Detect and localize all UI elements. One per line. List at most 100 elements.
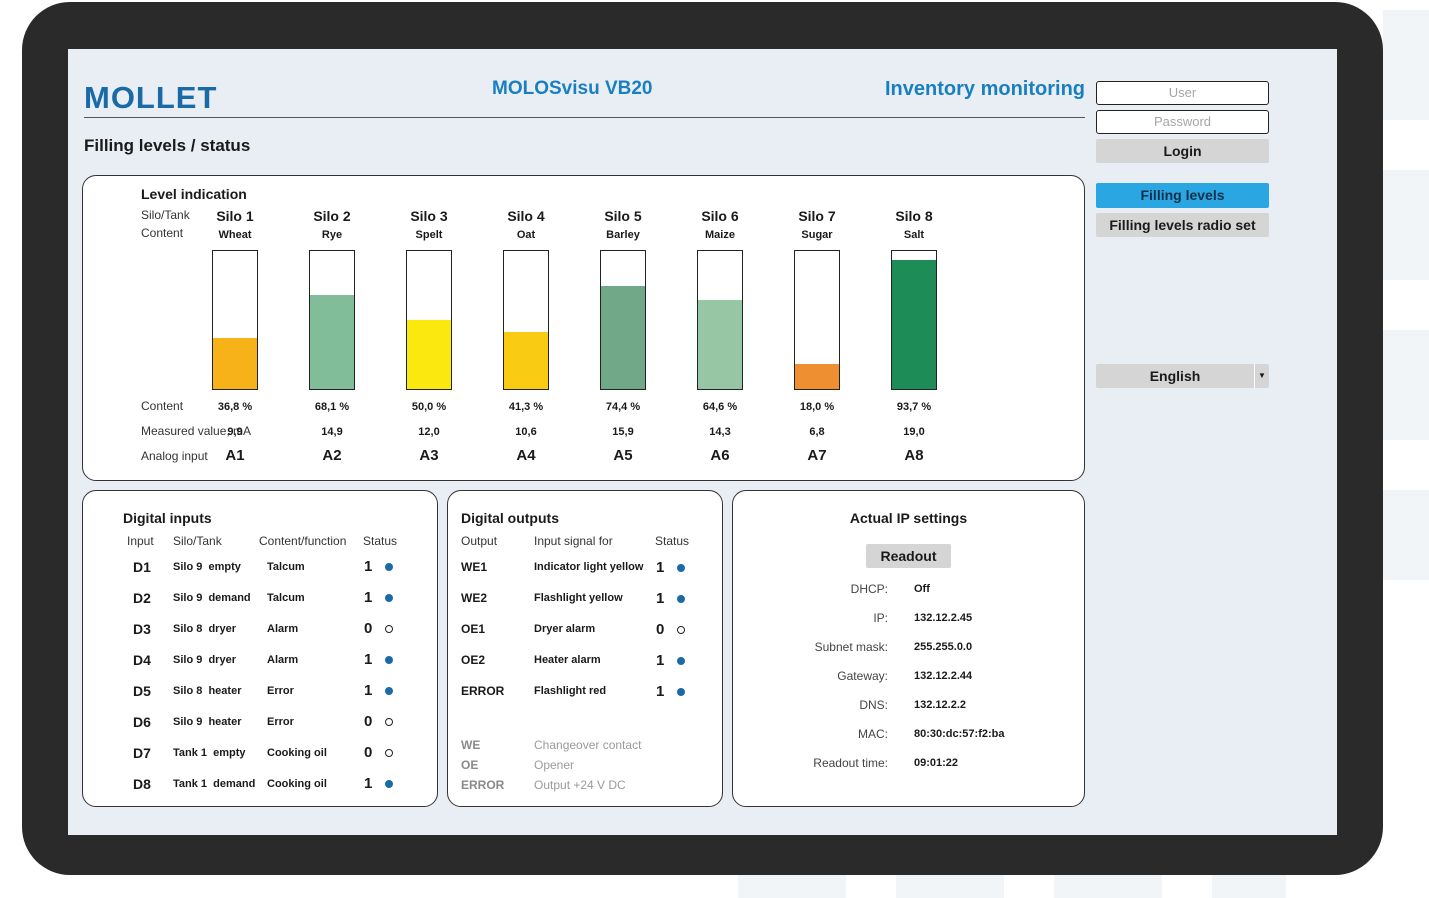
- legend-code: OE: [461, 758, 479, 772]
- di-function: Error: [267, 716, 294, 728]
- silo-content-percent: 18,0 %: [799, 401, 835, 413]
- legend-code: ERROR: [461, 778, 505, 792]
- ip-setting-value: Off: [914, 583, 930, 595]
- do-code: OE1: [461, 622, 486, 636]
- silo-tank-gauge: [309, 250, 355, 390]
- status-dot-icon: [677, 595, 685, 603]
- di-function: Error: [267, 685, 294, 697]
- silo-fill-level: [213, 338, 257, 389]
- status-dot-icon: [385, 749, 393, 757]
- di-code: D3: [133, 621, 151, 637]
- login-button[interactable]: Login: [1096, 139, 1269, 163]
- di-status-value: 1: [364, 589, 373, 606]
- di-code: D8: [133, 776, 151, 792]
- silo-content-percent: 36,8 %: [217, 401, 253, 413]
- silo-content-name: Wheat: [218, 229, 252, 241]
- header-divider: [84, 117, 1085, 118]
- di-status-value: 0: [364, 713, 373, 730]
- password-input[interactable]: Password: [1096, 110, 1269, 134]
- ip-setting-label: IP:: [873, 611, 888, 625]
- silo-analog-input: A5: [613, 447, 633, 464]
- do-code: WE1: [461, 560, 488, 574]
- silo-measured-value: 14,3: [709, 426, 731, 438]
- status-dot-icon: [385, 687, 393, 695]
- silo-name: Silo 3: [410, 208, 448, 224]
- di-function: Talcum: [267, 592, 305, 604]
- ip-setting-value: 80:30:dc:57:f2:ba: [914, 728, 1005, 740]
- di-function: Cooking oil: [267, 747, 327, 759]
- readout-button[interactable]: Readout: [866, 544, 951, 568]
- silo-name: Silo 7: [798, 208, 836, 224]
- di-status-value: 0: [364, 744, 373, 761]
- chevron-down-icon[interactable]: ▼: [1254, 364, 1269, 388]
- status-dot-icon: [385, 656, 393, 664]
- do-signal: Heater alarm: [534, 654, 601, 666]
- silo-content-name: Spelt: [415, 229, 443, 241]
- do-signal: Indicator light yellow: [534, 561, 644, 573]
- silo-name: Silo 6: [701, 208, 739, 224]
- silo-analog-input: A6: [710, 447, 730, 464]
- silo-name: Silo 1: [216, 208, 254, 224]
- level-panel-title: Level indication: [141, 186, 247, 202]
- di-silo: Tank 1 empty: [173, 747, 246, 759]
- do-status-value: 1: [656, 652, 665, 669]
- di-code: D5: [133, 683, 151, 699]
- ip-setting-label: MAC:: [858, 727, 888, 741]
- silo-name: Silo 4: [507, 208, 545, 224]
- language-select[interactable]: English ▼: [1096, 364, 1269, 388]
- di-function: Alarm: [267, 623, 299, 635]
- di-silo: Silo 8 dryer: [173, 623, 236, 635]
- silo-content-percent: 64,6 %: [702, 401, 738, 413]
- do-signal: Flashlight red: [534, 685, 607, 697]
- ip-setting-value: 255.255.0.0: [914, 641, 973, 653]
- di-silo: Silo 9 demand: [173, 592, 251, 604]
- silo-content-name: Sugar: [801, 229, 833, 241]
- filling-levels-button[interactable]: Filling levels: [1096, 183, 1269, 208]
- status-dot-icon: [385, 780, 393, 788]
- mollet-logo: MOLLET: [84, 80, 218, 115]
- status-dot-icon: [385, 594, 393, 602]
- di-status-value: 1: [364, 651, 373, 668]
- do-status-value: 0: [656, 621, 665, 638]
- silo-fill-level: [310, 295, 354, 389]
- silo-content-name: Rye: [321, 229, 343, 241]
- silo-name: Silo 5: [604, 208, 642, 224]
- ip-setting-value: 09:01:22: [914, 757, 959, 769]
- digital-inputs-title: Digital inputs: [123, 510, 212, 526]
- app-title: MOLOSvisu VB20: [492, 78, 653, 99]
- di-status-value: 1: [364, 775, 373, 792]
- ip-setting-label: Subnet mask:: [814, 640, 888, 654]
- di-function: Cooking oil: [267, 778, 327, 790]
- silo-content-percent: 41,3 %: [508, 401, 544, 413]
- silo-fill-level: [892, 259, 936, 389]
- silo-analog-input: A4: [516, 447, 536, 464]
- silo-tank-gauge: [891, 250, 937, 390]
- di-silo: Silo 9 dryer: [173, 654, 236, 666]
- status-dot-icon: [677, 626, 685, 634]
- background-stripe: [896, 875, 1004, 898]
- di-function: Alarm: [267, 654, 299, 666]
- silo-name: Silo 8: [895, 208, 933, 224]
- user-input[interactable]: User: [1096, 81, 1269, 105]
- do-code: WE2: [461, 591, 488, 605]
- do-code: OE2: [461, 653, 486, 667]
- silo-tank-gauge: [697, 250, 743, 390]
- silo-tank-gauge: [794, 250, 840, 390]
- di-status-value: 0: [364, 620, 373, 637]
- silo-analog-input: A1: [225, 447, 245, 464]
- status-dot-icon: [677, 688, 685, 696]
- silo-content-percent: 74,4 %: [605, 401, 641, 413]
- content-label: Content: [141, 226, 184, 240]
- di-silo: Silo 9 empty: [173, 561, 241, 573]
- do-signal: Dryer alarm: [534, 623, 596, 635]
- digital-inputs-panel: Digital inputs Input Silo/Tank Content/f…: [82, 490, 438, 807]
- ip-setting-label: Gateway:: [837, 669, 888, 683]
- silo-name: Silo 2: [313, 208, 351, 224]
- digital-outputs-title: Digital outputs: [461, 510, 559, 526]
- background-stripe: [1383, 170, 1429, 280]
- section-title: Inventory monitoring: [885, 78, 1085, 100]
- background-stripe: [738, 875, 846, 898]
- silo-content-percent: 50,0 %: [411, 401, 447, 413]
- di-silo: Tank 1 demand: [173, 778, 256, 790]
- filling-levels-radio-button[interactable]: Filling levels radio set: [1096, 213, 1269, 237]
